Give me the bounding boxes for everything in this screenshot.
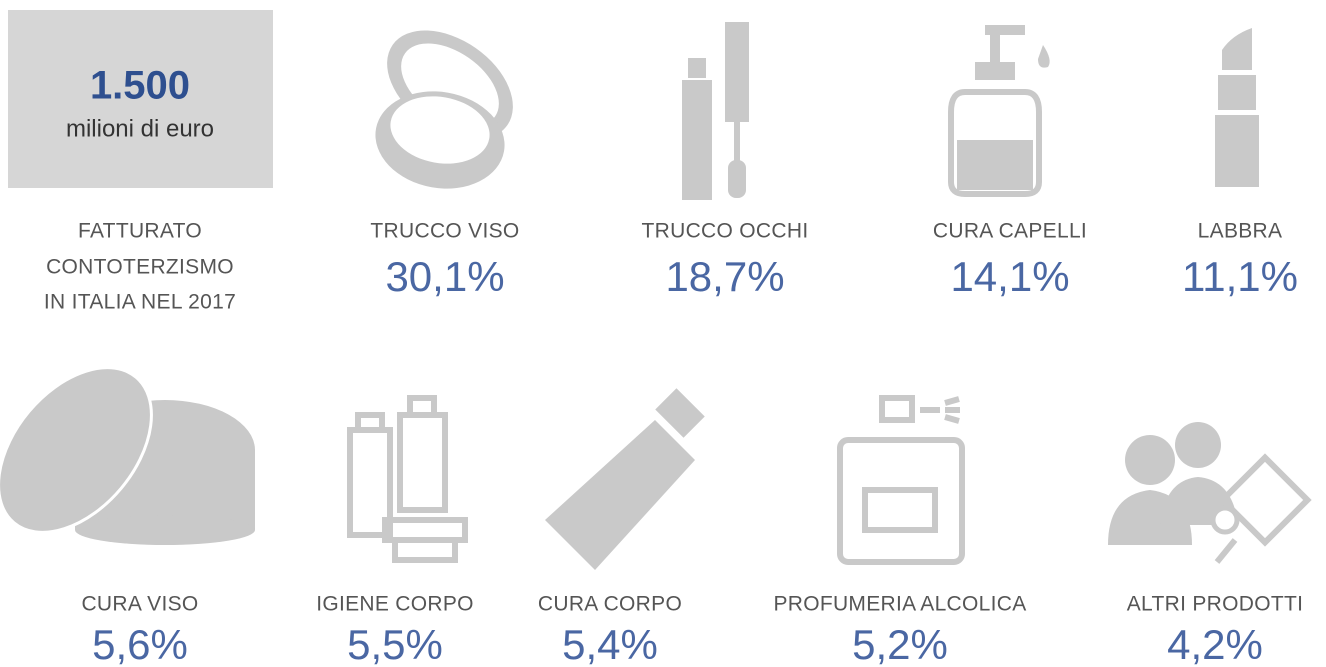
item-label: TRUCCO OCCHI <box>642 220 809 243</box>
item-label: CURA CAPELLI <box>933 220 1087 243</box>
item-value: 11,1% <box>1182 253 1298 300</box>
item-value: 5,5% <box>347 621 443 667</box>
compact-icon <box>375 30 513 189</box>
item-label: TRUCCO VISO <box>370 220 519 243</box>
item-value: 18,7% <box>665 253 784 300</box>
item-value: 5,6% <box>92 621 188 667</box>
caption-line: CONTOTERZISMO <box>46 256 234 279</box>
item-label: LABBRA <box>1198 220 1283 243</box>
caption-line: IN ITALIA NEL 2017 <box>44 291 236 314</box>
mascara-icon <box>682 22 749 200</box>
item-label: CURA VISO <box>81 593 198 616</box>
item-label: IGIENE CORPO <box>316 593 474 616</box>
item-value: 4,2% <box>1167 621 1263 667</box>
caption-line: FATTURATO <box>78 220 202 243</box>
item-value: 5,2% <box>852 621 948 667</box>
item-label: CURA CORPO <box>538 593 682 616</box>
lipstick-icon <box>1215 28 1259 187</box>
cream-jar-icon <box>0 366 255 545</box>
tube-icon <box>545 388 705 570</box>
item-value: 5,4% <box>562 621 658 667</box>
perfume-icon <box>837 395 965 565</box>
item-label: ALTRI PRODOTTI <box>1127 593 1304 616</box>
people-icon <box>1108 422 1312 564</box>
headline-value: 1.500 <box>90 64 190 108</box>
item-label: PROFUMERIA ALCOLICA <box>773 593 1026 616</box>
headline-unit: milioni di euro <box>66 115 214 142</box>
pump-bottle-icon <box>948 25 1050 197</box>
item-value: 30,1% <box>385 253 504 300</box>
item-value: 14,1% <box>950 253 1069 300</box>
headline-box <box>8 10 273 188</box>
bottles-icon <box>347 395 468 563</box>
